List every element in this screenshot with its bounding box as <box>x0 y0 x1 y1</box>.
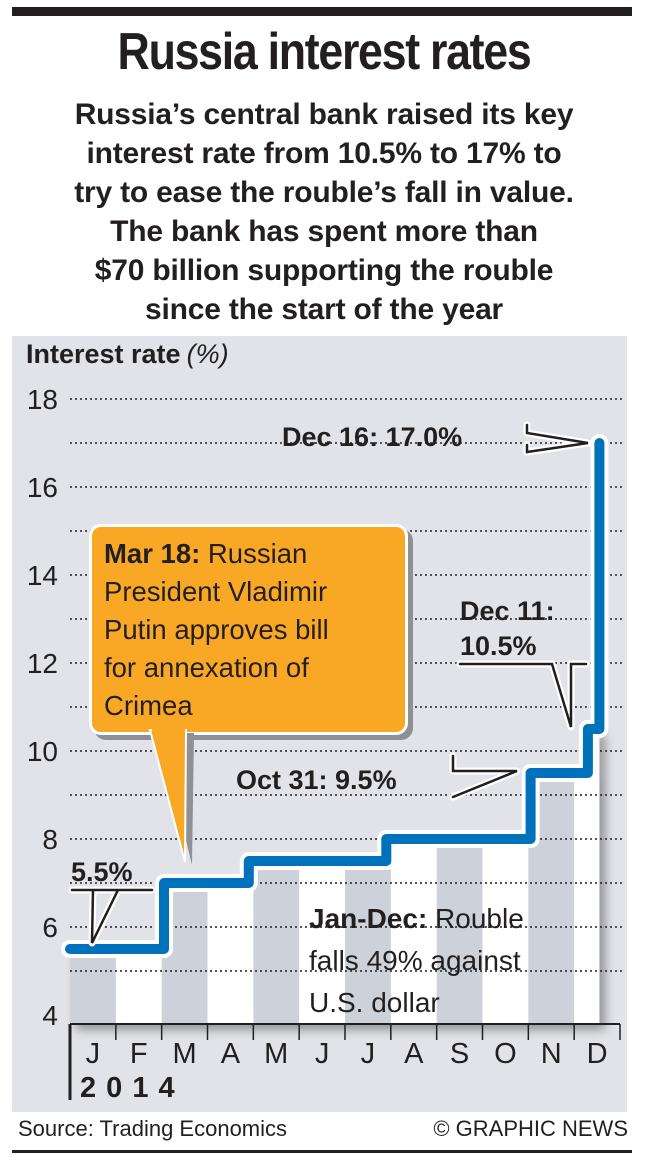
rate-line <box>65 438 605 954</box>
annotation-dec11-label: Dec 11: <box>460 596 555 626</box>
x-tick-label: J <box>86 1038 101 1070</box>
chart-subtitle: Russia’s central bank raised its key int… <box>0 95 648 329</box>
leader-dec16 <box>525 423 589 454</box>
subtitle-line: The bank has spent more than <box>110 215 538 248</box>
annotation-start-label: 5.5% <box>71 857 133 887</box>
annotation-rouble-line: falls 49% against <box>309 945 521 976</box>
credit-text: © GRAPHIC NEWS <box>433 1116 628 1141</box>
y-tick-label: 8 <box>42 824 58 855</box>
x-tick-label: A <box>404 1038 424 1070</box>
source-text: Source: Trading Economics <box>18 1116 288 1141</box>
annotation-mar18-text: Russian <box>200 538 308 569</box>
y-tick-label: 10 <box>27 736 58 767</box>
annotation-mar18-text: Putin approves bill <box>104 614 329 645</box>
y-axis-label-text: Interest rate <box>26 339 181 369</box>
y-tick-label: 6 <box>42 912 58 943</box>
annotation-dec11-value: 10.5% <box>460 631 537 661</box>
x-tick-label: F <box>130 1038 148 1070</box>
annotation-rouble-text: Rouble <box>427 903 524 934</box>
annotation-rouble-line: U.S. dollar <box>309 987 440 1018</box>
annotation-labels: 5.5% Oct 31: 9.5% Dec 11: 10.5% Dec 16: 17.0… <box>71 422 555 1018</box>
annotation-mar18-text: for annexation of <box>104 652 309 683</box>
rate-step-line <box>61 434 609 958</box>
annotation-rouble-bold: Jan-Dec: <box>309 903 427 934</box>
annotation-leaders <box>68 421 592 947</box>
chart-title: Russia interest rates <box>117 23 532 81</box>
top-rule <box>12 7 632 16</box>
y-axis-unit: (%) <box>187 339 229 369</box>
y-axis-label: Interest rate (%) <box>26 339 229 369</box>
x-tick-label: J <box>361 1038 376 1070</box>
x-tick-label: N <box>541 1038 562 1070</box>
leader-oct31-outline <box>449 752 521 801</box>
leader-start-outline <box>68 886 156 947</box>
subtitle-line: try to ease the rouble’s fall in value. <box>74 176 574 209</box>
annotation-dec16-label: Dec 16: 17.0% <box>282 422 462 452</box>
y-tick-label: 16 <box>27 472 58 503</box>
x-tick-label: M <box>264 1038 288 1070</box>
leader-oct31 <box>451 754 518 799</box>
subtitle-line: Russia’s central bank raised its key <box>74 98 574 131</box>
y-tick-label: 18 <box>27 384 58 415</box>
y-tick-label: 4 <box>42 1000 58 1031</box>
x-tick-label: S <box>450 1038 469 1070</box>
leader-start <box>70 888 154 944</box>
x-tick-label: A <box>221 1038 241 1070</box>
x-tick-label: J <box>315 1038 330 1070</box>
annotation-mar18-text: President Vladimir <box>104 576 328 607</box>
annotation-mar18-text: Crimea <box>104 690 193 721</box>
subtitle-line: $70 billion supporting the rouble <box>94 254 554 287</box>
annotation-mar18-box: Mar 18: Russian President Vladimir Putin… <box>89 524 408 735</box>
y-tick-labels: 4 6 8 10 12 14 16 18 <box>27 384 58 1031</box>
y-tick-label: 12 <box>27 648 58 679</box>
y-tick-label: 14 <box>27 560 58 591</box>
x-tick-label: O <box>494 1038 517 1070</box>
footer: Source: Trading Economics © GRAPHIC NEWS <box>18 1114 630 1144</box>
annotation-mar18-date: Mar 18: <box>104 538 201 569</box>
annotation-oct31-label: Oct 31: 9.5% <box>236 765 397 795</box>
x-tick-label: D <box>587 1038 608 1070</box>
bottom-rule <box>12 1150 632 1153</box>
x-axis: J F M A M J J A S O N D2 0 1 4 <box>68 1023 621 1104</box>
subtitle-line: since the start of the year <box>144 293 504 326</box>
annotation-rouble-line: Jan-Dec: Rouble <box>309 903 524 934</box>
leader-dec11 <box>458 662 588 728</box>
x-tick-label: M <box>172 1038 196 1070</box>
year-label: 2 0 1 4 <box>80 1072 176 1104</box>
subtitle-line: interest rate from 10.5% to 17% to <box>86 137 562 170</box>
